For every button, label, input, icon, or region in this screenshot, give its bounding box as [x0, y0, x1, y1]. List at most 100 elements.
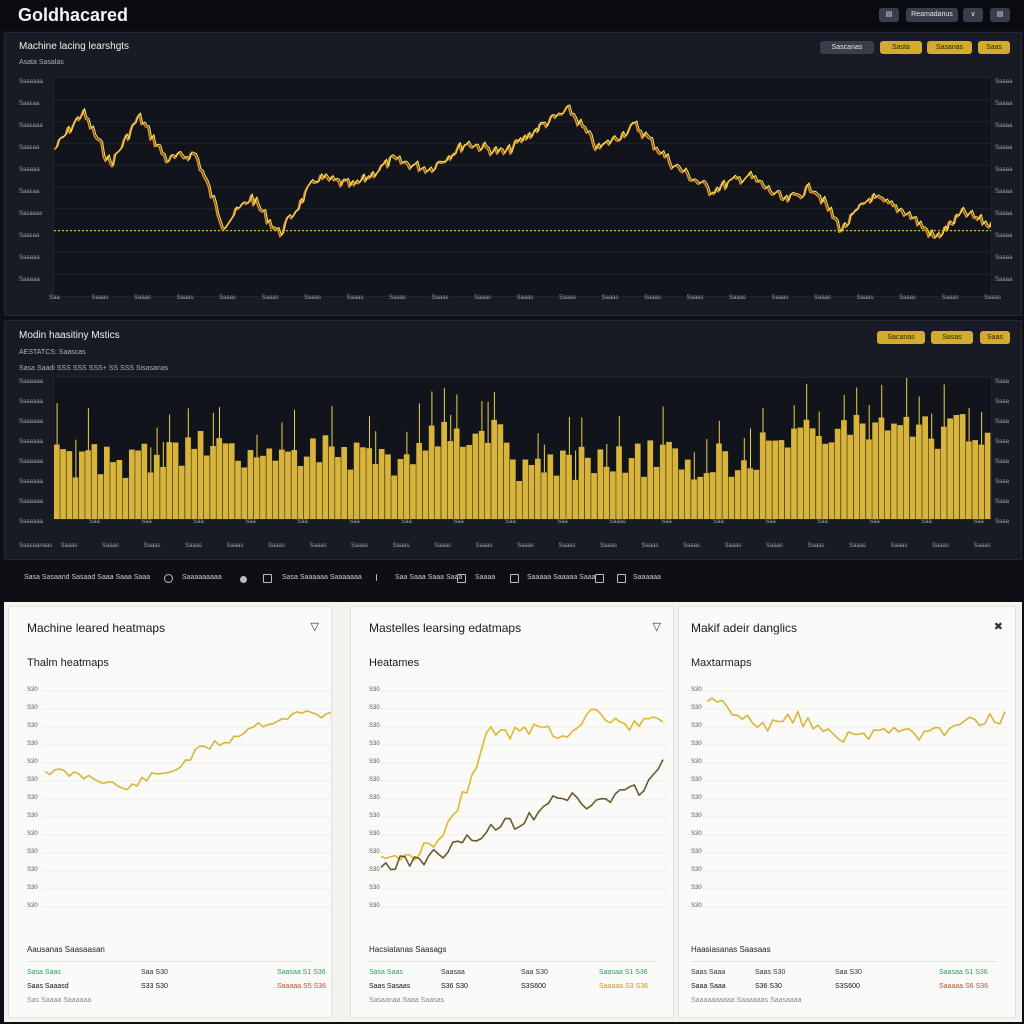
filter-pill-4[interactable]: Saas — [978, 41, 1010, 54]
footer-tick: Saaas — [143, 543, 161, 549]
series-line — [706, 697, 1006, 743]
volume-bar — [460, 446, 466, 519]
y-axis-tick: S30 — [27, 687, 38, 693]
filter-pill-1[interactable]: Sascanas — [820, 41, 874, 54]
y-axis-tick: S30 — [369, 885, 380, 891]
volume-bar — [391, 475, 397, 519]
summary-title: Hacsiatanas Saasags — [369, 945, 447, 954]
volume-bar — [684, 459, 691, 519]
strip-item-5[interactable]: Saaaa — [475, 574, 496, 581]
volume-bar — [691, 479, 697, 519]
calendar-icon[interactable] — [457, 574, 466, 583]
volume-bar — [603, 466, 610, 519]
volume-bar — [110, 462, 116, 519]
y-axis-tick: Saaaa — [995, 211, 1013, 217]
y-axis-tick: Saaaaa — [19, 277, 40, 283]
y-axis-tick: Sasaaas — [19, 211, 43, 217]
volume-bar — [828, 442, 835, 519]
filter-icon[interactable] — [510, 574, 519, 583]
footer-tick: Saaas — [392, 543, 410, 549]
summary-cell: Saa S30 — [835, 969, 862, 976]
volume-bar — [610, 471, 616, 519]
volume-bar — [522, 459, 529, 519]
toolbar-menu-button[interactable]: Reamadanus — [906, 8, 958, 22]
x-axis-tick: Saaas — [134, 295, 152, 301]
app-title: Goldhacared — [18, 5, 129, 25]
panel-subtitle: Asata Sasalas — [19, 59, 64, 66]
volume-bar — [928, 438, 935, 519]
y-axis-tick: Saaaa — [995, 189, 1013, 195]
volume-bar — [541, 472, 547, 519]
toolbar-button-1[interactable]: ▤ — [879, 8, 899, 22]
footer-tick: Saaas — [102, 543, 120, 549]
x-axis-tick: Saa — [661, 519, 672, 525]
volume-bar — [597, 449, 604, 519]
grid-icon[interactable] — [263, 574, 272, 583]
panel-bar-chart: Modin haasitiny Mstics AESTATCS: Saascas… — [4, 320, 1022, 560]
y-axis-tick: Saasaa — [19, 233, 40, 239]
volume-bar — [178, 465, 185, 519]
close-icon[interactable]: ✖ — [993, 621, 1003, 633]
volume-bar — [791, 428, 797, 519]
summary-cell: Saasaa S1 S36 — [599, 969, 648, 976]
summary-cell: Saas Saaa — [691, 969, 726, 976]
chevron-down-icon[interactable]: ∨ — [963, 8, 983, 22]
footer-tick: Saaas — [475, 543, 493, 549]
heatmap-card-3: Makif adeir danglics ✖ Maxtarmaps Haasia… — [678, 606, 1016, 1018]
strip-item-6[interactable]: Saaaaa Saaaaa Saaa — [527, 574, 596, 581]
strip-item-2[interactable]: Saaaaaaaaa — [182, 574, 222, 581]
x-axis-tick: Saaas — [686, 295, 704, 301]
volume-bar — [97, 474, 104, 519]
card-subtitle: Heatames — [369, 657, 420, 669]
refresh-icon[interactable] — [164, 574, 173, 583]
table-icon[interactable] — [595, 574, 604, 583]
x-axis-tick: Saaas — [609, 519, 627, 525]
footer-tick: Saaas — [683, 543, 701, 549]
y-axis-tick: S30 — [27, 723, 38, 729]
x-axis-tick: Saa — [89, 519, 100, 525]
price-line-chart — [53, 99, 994, 275]
y-axis-tick: Saaaa — [995, 277, 1013, 283]
y-axis-tick: S30 — [369, 741, 380, 747]
filter-pill-3[interactable]: Sasanas — [927, 41, 972, 54]
series-line — [380, 759, 664, 871]
volume-bar — [172, 442, 179, 519]
y-axis-tick: S30 — [691, 795, 702, 801]
settings-icon[interactable] — [617, 574, 626, 583]
volume-bar — [560, 450, 566, 519]
volume-bar — [947, 418, 953, 519]
strip-item-4[interactable]: Saa Saaa Saaa Saaa — [395, 574, 463, 581]
volume-bar — [410, 464, 416, 519]
filter-pill-2[interactable]: Sasas — [931, 331, 973, 344]
volume-bar — [310, 438, 316, 519]
x-axis-tick: Saa — [193, 519, 204, 525]
volume-bar — [235, 460, 241, 519]
filter-pill-3[interactable]: Saas — [980, 331, 1010, 344]
toolbar-button-4[interactable]: ▤ — [990, 8, 1010, 22]
volume-bar — [816, 436, 822, 519]
divider — [691, 961, 997, 962]
volume-bar-chart — [54, 378, 991, 519]
filter-pill-1[interactable]: Sacanas — [877, 331, 925, 344]
y-axis-tick: Saaaa — [995, 233, 1013, 239]
split-icon[interactable] — [376, 574, 384, 581]
strip-item-1[interactable]: Sasa Sasaand Sasaad Saaa Saaa Saaa — [24, 574, 151, 581]
strip-item-7[interactable]: Saaaaaa — [633, 574, 662, 581]
filter-icon[interactable]: ▽ — [652, 621, 661, 633]
volume-bar — [941, 426, 947, 519]
volume-bar — [416, 443, 422, 519]
y-axis-tick: Saaaaaa — [19, 479, 44, 485]
volume-bar — [847, 434, 853, 519]
volume-bar — [853, 414, 860, 519]
y-axis-tick: S30 — [369, 705, 380, 711]
y-axis-tick: S30 — [369, 849, 380, 855]
filter-pill-2[interactable]: Sasta — [880, 41, 922, 54]
y-axis-tick: Saaaaa — [19, 255, 40, 261]
volume-bar — [360, 447, 366, 519]
volume-bar — [135, 450, 141, 519]
strip-item-3[interactable]: Sasa Saaaaaa Saaaaaaa — [282, 574, 362, 581]
filter-icon[interactable]: ▽ — [310, 621, 319, 633]
y-axis-tick: Saaa — [995, 499, 1010, 505]
footer-tick: Saaas — [766, 543, 784, 549]
volume-bar — [378, 449, 385, 519]
